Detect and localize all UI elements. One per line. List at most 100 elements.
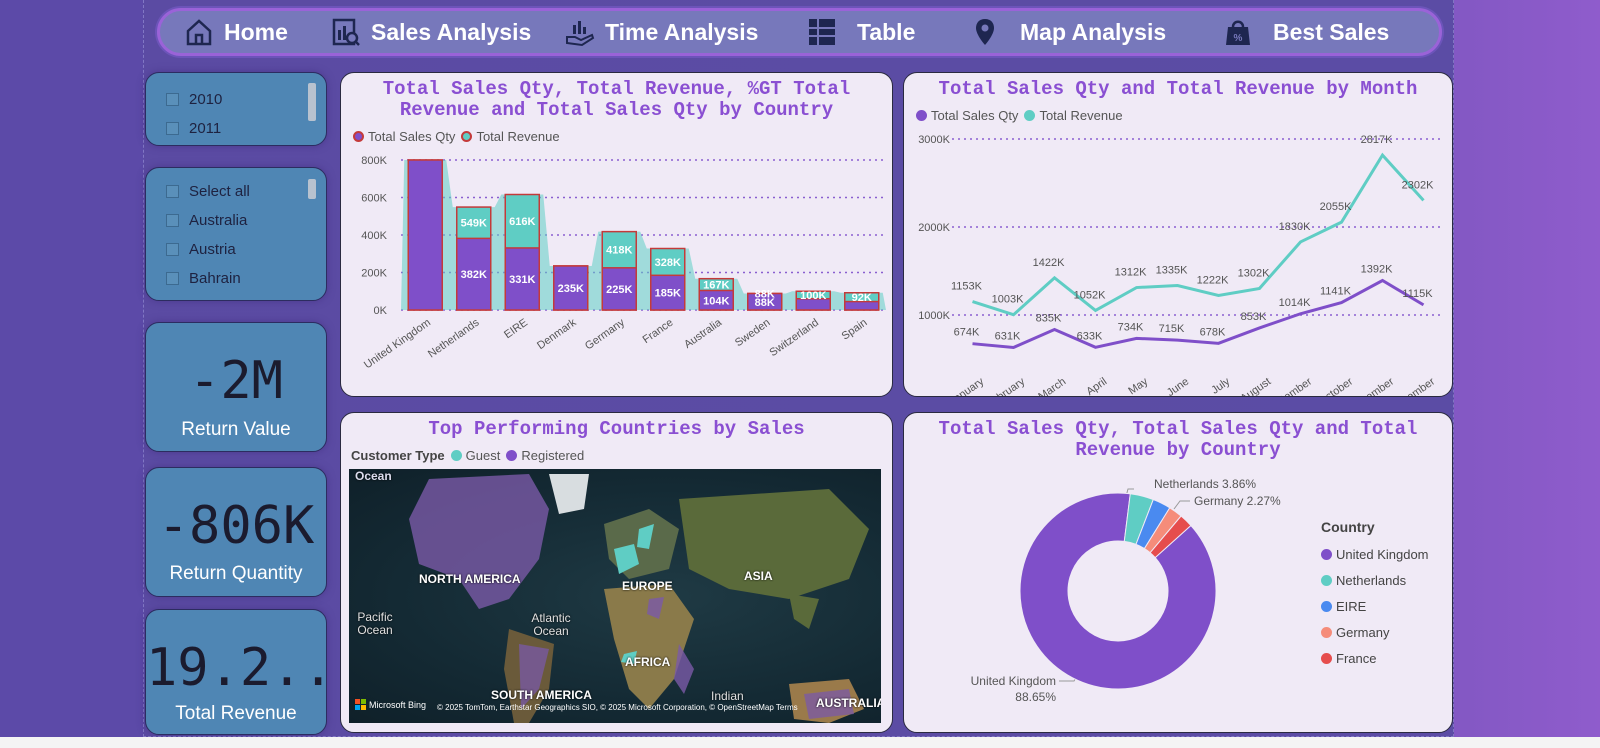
legend-item[interactable]: Total Sales Qty [916,108,1018,123]
slicer-scrollbar[interactable] [308,83,316,121]
data-label: 853K [1241,311,1267,323]
data-label: 633K [1077,330,1103,342]
checkbox[interactable] [166,93,179,106]
x-tick-label: Germany [583,316,627,352]
legend-item[interactable]: Germany [1321,619,1429,645]
kpi-label: Total Revenue [175,703,297,724]
data-label: 1302K [1238,267,1270,279]
legend-item[interactable]: France [1321,645,1429,671]
country-slicer-item[interactable]: Austria [146,235,326,264]
bar-total-sales-qty [795,298,831,311]
country-slicer-item[interactable]: Australia [146,206,326,235]
data-label: 1422K [1033,257,1065,269]
x-tick-label: February [984,375,1027,397]
legend-label: Germany [1336,624,1390,640]
data-label: 2055K [1320,201,1352,213]
x-tick-label: November [1348,375,1397,397]
x-tick-label: Spain [840,317,870,343]
legend-label: Registered [521,448,585,463]
kpi-card-return-value: -2M Return Value [145,322,327,452]
line-chart: 1000K 2000K 3000K 674K 631K 835K 633K 734K 715K 6… [918,134,1444,397]
checkbox[interactable] [166,272,179,285]
nav-sales-analysis-label: Sales Analysis [371,18,532,45]
map-attribution[interactable]: © 2025 TomTom, Earthstar Geographics SIO… [437,703,798,712]
legend-dot [916,110,927,121]
y-tick-label: 1000K [918,310,950,322]
year-slicer-item[interactable]: 2010 [146,85,326,114]
year-slicer-item[interactable]: 2011 [146,114,326,143]
kpi-label: Return Quantity [169,563,303,584]
nav-map-analysis-button[interactable]: Map Analysis [970,11,1166,53]
legend-label: Total Revenue [1039,108,1123,123]
legend-item[interactable]: Total Revenue [1024,108,1123,123]
bar-total-sales-qty [601,267,637,311]
checkbox[interactable] [166,243,179,256]
legend-item[interactable]: Registered [506,448,584,463]
x-tick-label: Switzerland [768,317,821,359]
x-tick-label: May [1126,375,1150,397]
nav-sales-analysis-button[interactable]: Sales Analysis [331,11,531,53]
report-icon [332,18,360,46]
map-landmasses [409,474,869,723]
nav-table-button[interactable]: Table [807,11,915,53]
data-label: 616K [509,216,535,228]
data-label: 1014K [1279,297,1311,309]
data-label: 88K [755,297,775,309]
nav-best-sales-button[interactable]: % Best Sales [1223,11,1389,53]
page-tabs-strip [0,737,1600,748]
bar-total-sales-qty [456,237,492,311]
data-label: 674K [954,327,980,339]
svg-text:%: % [1234,33,1243,44]
legend-item[interactable]: EIRE [1321,593,1429,619]
x-tick-label: Denmark [535,316,579,352]
nav-table-label: Table [857,18,916,45]
table-icon [809,19,835,45]
legend-label: EIRE [1336,598,1367,614]
nav-home-button[interactable]: Home [184,11,288,53]
y-tick-label: 2000K [918,222,950,234]
legend-item[interactable]: Guest [450,448,500,463]
legend-label: Total Revenue [476,129,560,144]
slicer-scrollbar[interactable] [308,179,316,199]
legend-dot [353,131,364,142]
data-label: 104K [703,295,729,307]
donut-legend: Country United Kingdom Netherlands EIRE Ger… [1321,519,1429,671]
legend-label: France [1336,650,1377,666]
checkbox[interactable] [166,122,179,135]
data-label: 678K [1200,326,1226,338]
nav-time-analysis-label: Time Analysis [605,18,759,45]
legend-item[interactable]: Netherlands [1321,567,1429,593]
bing-label: Microsoft Bing [369,699,427,710]
donut-chart: Netherlands 3.86% Germany 2.27% United K… [971,477,1281,704]
bar-total-sales-qty [698,289,734,311]
checkbox[interactable] [166,214,179,227]
kpi-card-total-revenue: 19.2... Total Revenue [145,609,366,735]
legend-dot [1321,548,1332,560]
x-tick-label: France [641,317,676,346]
legend-item[interactable]: Total Sales Qty [353,129,455,144]
map-label: AFRICA [625,655,671,669]
world-map[interactable]: Ocean NORTH AMERICA EUROPE ASIA Atlantic… [349,469,881,723]
chart-title: Total Sales Qty, Total Sales Qty and Tot… [938,418,1418,461]
map-label: Ocean [355,469,392,483]
line-chart-card: Total Sales Qty and Total Revenue by Mon… [903,72,1453,397]
data-label: 185K [655,288,681,300]
kpi-value: 19.2... [146,638,366,698]
data-label: 1003K [992,294,1024,306]
data-label: 88K [755,289,775,301]
data-label: 167K [703,280,729,292]
data-label: 1312K [1115,267,1147,279]
nav-map-analysis-label: Map Analysis [1020,18,1167,45]
checkbox[interactable] [166,185,179,198]
nav-time-analysis-button[interactable]: Time Analysis [565,11,758,53]
country-slicer-item[interactable]: Bahrain [146,264,326,293]
country-slicer-item[interactable]: Select all [146,177,326,206]
data-label: 418K [606,245,632,257]
navigation-bar: Home Sales Analysis Time Analysis Table … [157,8,1442,56]
chart-title: Total Sales Qty, Total Revenue, %GT Tota… [382,78,851,121]
year-slicer-item-label: 2010 [189,91,223,108]
legend-item[interactable]: Total Revenue [461,129,560,144]
callout-uk-pct: 88.65% [1015,690,1056,704]
legend-item[interactable]: United Kingdom [1321,541,1429,567]
data-label: 2817K [1361,134,1393,146]
